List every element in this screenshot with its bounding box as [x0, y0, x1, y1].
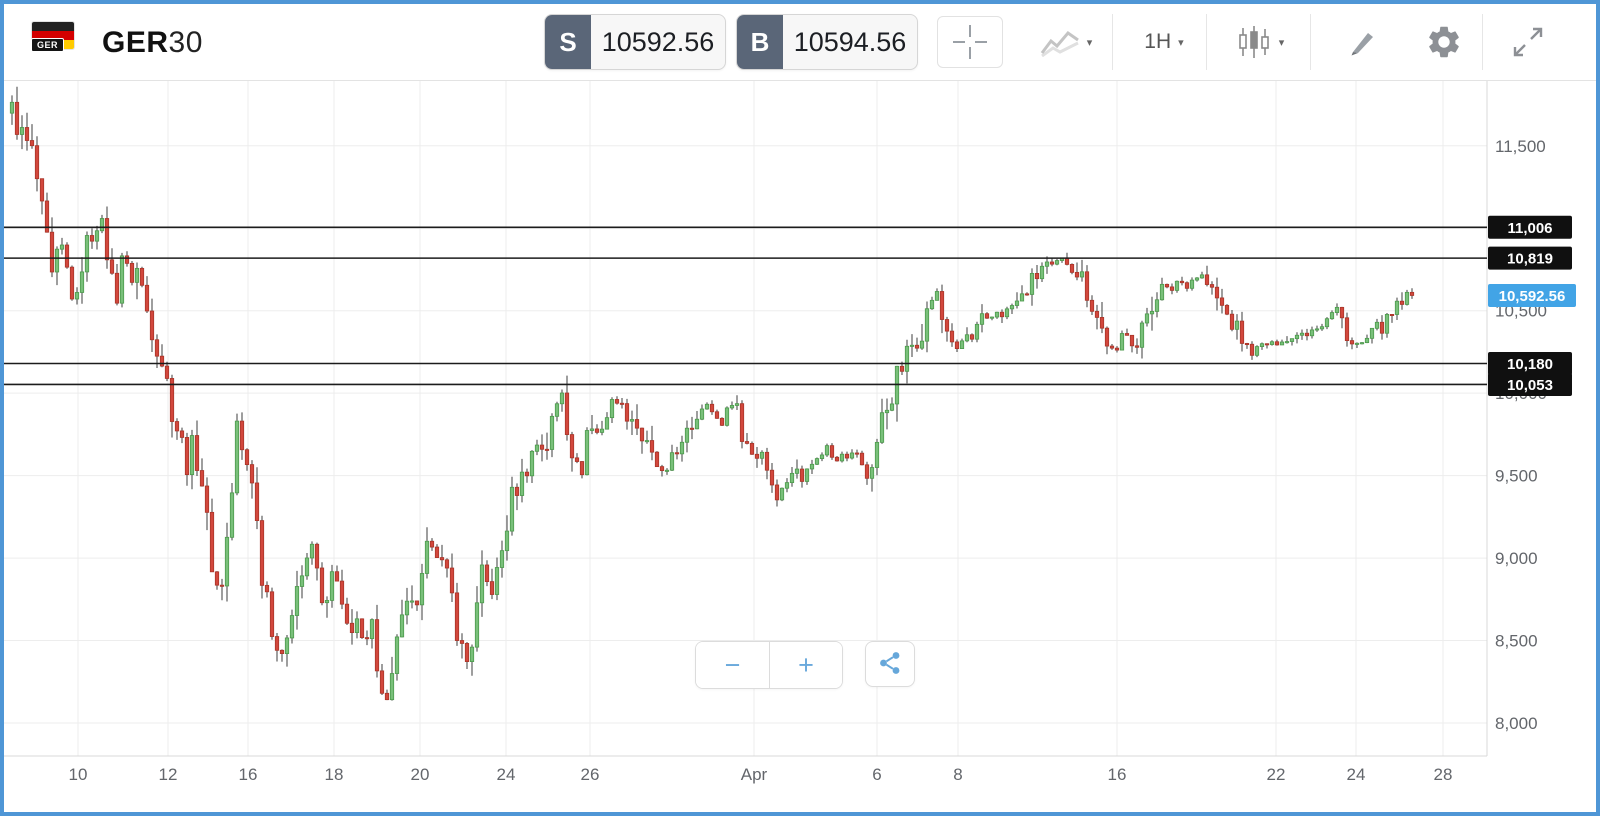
chart-type-button[interactable]: ▾ — [1026, 16, 1106, 68]
x-tick-label: 20 — [411, 765, 430, 784]
candles-series — [9, 86, 1415, 701]
chevron-down-icon: ▾ — [1178, 36, 1184, 49]
x-axis[interactable]: 10 12 16 18 20 24 26 Apr 6 8 16 22 24 28 — [69, 765, 1453, 784]
x-tick-label: 8 — [953, 765, 962, 784]
current-price-label: 10,592.56 — [1488, 283, 1576, 307]
y-tick-label: 8,000 — [1495, 714, 1538, 733]
x-tick-label: 28 — [1434, 765, 1453, 784]
share-button[interactable] — [865, 641, 915, 687]
timeframe-value: 1H — [1144, 30, 1172, 53]
toolbar-divider — [1112, 14, 1113, 70]
axis-price-labels: 11,006 10,819 10,180 10,053 10,592.56 — [1488, 215, 1576, 396]
toolbar: GER GER30 S 10592.56 B 10594.56 — [4, 4, 1596, 81]
toolbar-divider — [1310, 14, 1311, 70]
buy-button[interactable]: B 10594.56 — [736, 14, 918, 70]
zoom-controls: − + — [695, 641, 843, 689]
expand-arrows-icon — [1510, 24, 1546, 60]
x-tick-label: 10 — [69, 765, 88, 784]
germany-flag-icon: GER — [31, 22, 82, 60]
price-level-label: 11,006 — [1488, 215, 1572, 239]
x-tick-label: 12 — [159, 765, 178, 784]
svg-text:10,053: 10,053 — [1507, 377, 1553, 394]
chart-grid — [4, 81, 1488, 757]
x-tick-label: 26 — [581, 765, 600, 784]
fullscreen-button[interactable] — [1496, 16, 1560, 68]
x-tick-label: 24 — [1347, 765, 1366, 784]
x-tick-label: 16 — [239, 765, 258, 784]
instrument-title: GER30 — [102, 26, 203, 60]
chevron-down-icon: ▾ — [1086, 36, 1093, 49]
candle-style-button[interactable]: ▾ — [1216, 16, 1304, 68]
y-tick-label: 8,500 — [1495, 632, 1538, 651]
toolbar-divider — [1482, 14, 1483, 70]
price-level-lines[interactable] — [4, 226, 1487, 386]
svg-text:11,006: 11,006 — [1507, 220, 1552, 237]
x-tick-label: 18 — [325, 765, 344, 784]
x-tick-label: 22 — [1267, 765, 1286, 784]
sell-badge: S — [545, 15, 591, 69]
flag-label: GER — [31, 38, 65, 52]
candlestick-icon — [1236, 26, 1272, 58]
instrument-title-main: GER — [102, 26, 169, 59]
price-level-label: 10,180 — [1488, 352, 1572, 376]
pencil-icon — [1348, 27, 1378, 57]
buy-badge: B — [737, 15, 783, 69]
price-level-label: 10,819 — [1488, 246, 1572, 270]
svg-text:10,180: 10,180 — [1507, 356, 1553, 373]
draw-tool-button[interactable] — [1332, 16, 1394, 68]
x-tick-label: Apr — [741, 765, 768, 784]
y-tick-label: 9,000 — [1495, 549, 1538, 568]
x-tick-label: 16 — [1108, 765, 1127, 784]
chart-area: 11,50011,00010,50010,0009,5009,0008,5008… — [4, 81, 1596, 812]
y-tick-label: 9,500 — [1495, 467, 1538, 486]
price-level-label: 10,053 — [1488, 372, 1572, 396]
crosshair-tool-button[interactable] — [937, 16, 1003, 68]
chevron-down-icon: ▾ — [1278, 36, 1285, 49]
settings-button[interactable] — [1412, 16, 1476, 68]
timeframe-selector[interactable]: 1H ▾ — [1126, 16, 1202, 68]
sell-button[interactable]: S 10592.56 — [544, 14, 726, 70]
buy-price: 10594.56 — [793, 26, 907, 57]
svg-text:10,819: 10,819 — [1507, 251, 1553, 268]
x-tick-label: 24 — [497, 765, 516, 784]
y-tick-label: 11,500 — [1495, 137, 1546, 156]
instrument-title-sub: 30 — [168, 26, 203, 59]
svg-text:10,592.56: 10,592.56 — [1499, 288, 1566, 305]
share-icon — [877, 650, 903, 679]
price-chart[interactable]: 11,50011,00010,50010,0009,5009,0008,5008… — [4, 81, 1596, 812]
gear-icon — [1425, 23, 1463, 61]
x-tick-label: 6 — [872, 765, 881, 784]
toolbar-divider — [1206, 14, 1207, 70]
zoom-out-button[interactable]: − — [696, 642, 769, 688]
crosshair-icon — [953, 25, 987, 59]
line-chart-icon — [1040, 27, 1080, 57]
sell-price: 10592.56 — [601, 26, 715, 57]
zoom-in-button[interactable]: + — [769, 642, 842, 688]
